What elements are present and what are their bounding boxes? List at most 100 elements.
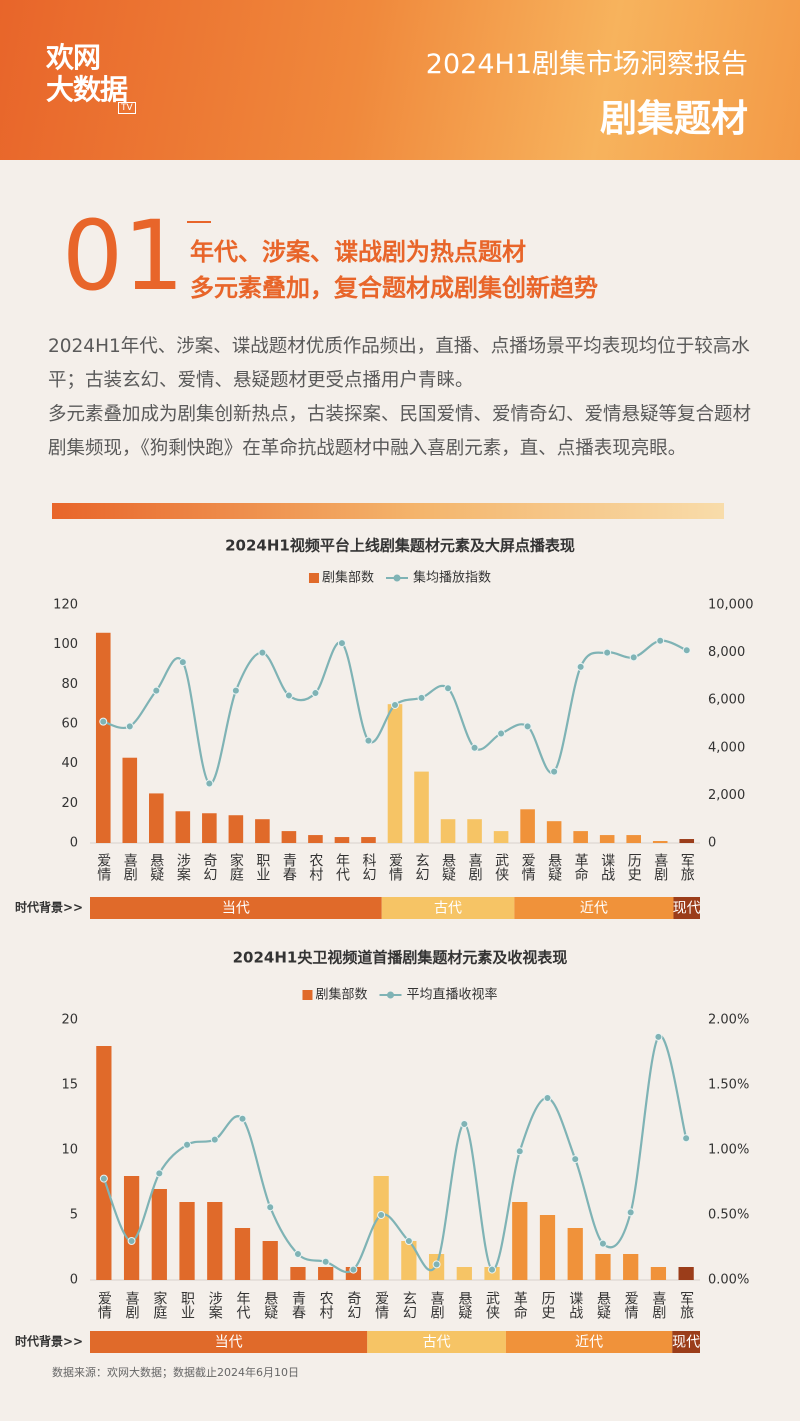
line-marker	[391, 700, 399, 709]
group-band	[673, 897, 700, 919]
bar	[151, 1189, 167, 1280]
line-marker	[183, 1140, 192, 1149]
legend-swatch	[393, 574, 401, 582]
group-band	[672, 1331, 700, 1353]
report-title: 2024H1剧集市场洞察报告	[425, 49, 748, 80]
line-marker	[629, 653, 638, 662]
x-tick-label: 涉案	[175, 853, 191, 881]
bar	[626, 835, 641, 843]
x-tick-label: 家庭	[151, 1290, 167, 1320]
line-marker	[99, 1174, 108, 1183]
y2-tick-label: 2.00%	[708, 1013, 749, 1028]
y-tick-label: 0	[70, 836, 78, 851]
x-tick-label: 青春	[281, 853, 297, 881]
y-tick-label: 100	[53, 637, 78, 652]
bar	[599, 835, 615, 843]
line-marker	[155, 1169, 164, 1178]
bar	[207, 1202, 223, 1280]
line-marker	[311, 689, 320, 698]
y2-tick-label: 4,000	[708, 740, 745, 755]
y-tick-label: 15	[61, 1078, 78, 1093]
group-label: 古代	[423, 1335, 451, 1351]
line-marker	[152, 686, 161, 695]
line-marker	[460, 1120, 469, 1128]
x-tick-label: 悬疑	[546, 853, 562, 882]
x-tick-label: 涉案	[207, 1291, 223, 1319]
y-tick-label: 60	[61, 717, 78, 732]
bar	[573, 831, 588, 843]
bar	[546, 821, 562, 843]
bar	[652, 841, 668, 843]
x-tick-label: 喜剧	[467, 853, 483, 881]
bar	[122, 757, 138, 843]
bar	[234, 1228, 251, 1280]
bar	[440, 819, 456, 843]
x-tick-label: 科幻	[360, 853, 376, 881]
x-tick-label: 爱情	[623, 1291, 639, 1319]
headline: 年代、涉案、谍战剧为热点题材	[190, 238, 526, 266]
x-tick-label: 职业	[254, 853, 270, 881]
section-number: 01	[62, 200, 185, 312]
logo: 大数据	[46, 73, 128, 106]
y-tick-label: 5	[70, 1208, 78, 1223]
bar	[318, 1267, 334, 1280]
x-tick-label: 历史	[626, 853, 642, 882]
x-tick-label: 喜剧	[122, 853, 138, 881]
x-tick-label: 玄幻	[414, 852, 430, 881]
headline: 多元素叠加，复合题材成剧集创新趋势	[190, 274, 598, 302]
bar	[95, 632, 111, 843]
legend: 剧集部数 平均直播收视率	[302, 987, 498, 1003]
bar	[623, 1254, 639, 1280]
y2-tick-label: 0.00%	[708, 1273, 749, 1288]
line-marker	[266, 1203, 275, 1212]
y2-tick-label: 10,000	[708, 598, 754, 613]
x-tick-label: 悬疑	[440, 853, 456, 882]
bar	[255, 819, 270, 843]
paragraph-block: 2024H1年代、涉案、谍战题材优质作品频出，直播、点播场景平均表现均位于较高水…	[48, 330, 758, 466]
group-label: 当代	[215, 1335, 243, 1351]
line-marker	[205, 779, 214, 788]
bar	[512, 1202, 528, 1280]
line-marker	[127, 1237, 136, 1245]
bar	[290, 1267, 306, 1280]
x-tick-label: 喜剧	[650, 1291, 666, 1319]
line-marker	[293, 1250, 302, 1258]
line-marker	[349, 1265, 358, 1274]
line-marker	[523, 722, 532, 731]
bar	[334, 837, 350, 843]
x-tick-label: 农村	[318, 1291, 334, 1319]
line-marker	[377, 1211, 386, 1219]
line-marker	[576, 662, 585, 671]
paragraph: 2024H1年代、涉案、谍战题材优质作品频出，直播、点播场景平均表现均位于较高水…	[48, 336, 750, 391]
legend-swatch	[308, 573, 319, 583]
y-tick-label: 40	[61, 756, 78, 771]
line-marker	[178, 658, 187, 667]
bar	[456, 1267, 472, 1280]
line-marker	[364, 736, 373, 745]
y2-tick-label: 1.50%	[708, 1078, 749, 1093]
bar	[387, 704, 403, 843]
line-marker	[210, 1135, 219, 1144]
y-tick-label: 0	[70, 1273, 78, 1288]
x-tick-label: 玄幻	[401, 1290, 417, 1319]
divider	[187, 221, 211, 223]
line-marker	[515, 1147, 524, 1156]
line-marker	[125, 722, 134, 731]
legend-label: 集均播放指数	[413, 570, 491, 586]
x-tick-label: 年代	[235, 1291, 251, 1320]
x-tick-label: 悬疑	[262, 1291, 278, 1320]
bar	[373, 1176, 389, 1280]
bar	[228, 815, 244, 843]
logo-badge: TV	[118, 102, 136, 114]
x-tick-label: 奇幻	[345, 1290, 361, 1319]
bar	[679, 839, 695, 843]
line-marker	[598, 1239, 607, 1248]
bar	[179, 1202, 195, 1280]
line-marker	[488, 1265, 497, 1274]
paragraph: 多元素叠加成为剧集创新热点，古装探案、民国爱情、爱情奇幻、爱情悬疑等复合题材剧集…	[48, 404, 752, 459]
gradient-bar	[52, 503, 724, 519]
line-marker	[321, 1257, 330, 1266]
x-tick-label: 爱情	[520, 853, 536, 881]
y-tick-label: 120	[53, 598, 78, 613]
